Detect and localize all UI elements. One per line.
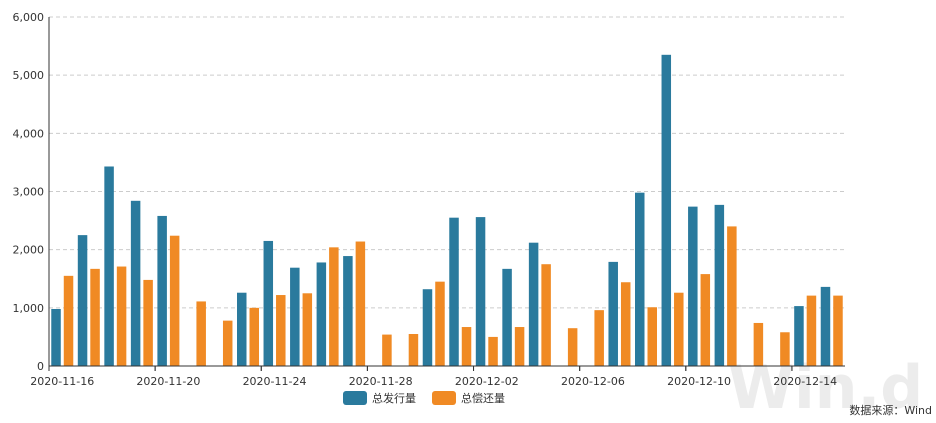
source-label: 数据来源：Wind <box>849 403 932 417</box>
bar-repayment <box>276 295 286 366</box>
bar-issuance <box>290 267 300 366</box>
bar-issuance <box>688 206 698 366</box>
bar-repayment <box>143 279 153 366</box>
x-tick-label: 2020-11-16 <box>30 375 94 388</box>
bar-issuance <box>316 262 327 366</box>
x-tick-label: 2020-12-10 <box>667 375 731 388</box>
bar-issuance <box>608 261 618 366</box>
bar-repayment <box>541 264 551 366</box>
bar-repayment <box>700 274 711 366</box>
bar-repayment <box>647 307 657 366</box>
gridlines <box>49 16 845 309</box>
bar-issuance <box>157 215 167 366</box>
bar-repayment <box>780 332 790 366</box>
bar-issuance <box>237 292 247 366</box>
bar-repayment <box>63 275 74 366</box>
bar-issuance <box>475 217 486 366</box>
legend-swatch-repayment <box>432 391 456 405</box>
y-tick-label: 6,000 <box>13 11 45 24</box>
y-tick-label: 1,000 <box>13 302 45 315</box>
bar-issuance <box>820 286 831 366</box>
bar-repayment <box>90 268 100 366</box>
bar-repayment <box>169 235 180 366</box>
bars <box>51 54 843 366</box>
bar-issuance <box>130 200 141 366</box>
x-tick-label: 2020-12-06 <box>561 375 625 388</box>
x-tick-label: 2020-11-20 <box>136 375 200 388</box>
bar-issuance <box>661 54 672 366</box>
bar-repayment <box>196 301 206 366</box>
bar-repayment <box>594 310 604 366</box>
bar-issuance <box>422 289 433 366</box>
y-tick-label: 3,000 <box>13 186 45 199</box>
x-tick-label: 2020-11-24 <box>243 375 307 388</box>
bar-issuance <box>51 308 61 366</box>
bar-issuance <box>263 240 274 366</box>
x-tick-label: 2020-11-28 <box>349 375 413 388</box>
bar-repayment <box>329 247 339 366</box>
bar-repayment <box>222 320 233 366</box>
bar-issuance <box>343 256 353 366</box>
y-tick-label: 2,000 <box>13 244 45 257</box>
bar-repayment <box>727 226 737 366</box>
bar-repayment <box>382 334 392 366</box>
bar-repayment <box>833 295 843 366</box>
bar-repayment <box>249 307 259 366</box>
axes: 0 1,000 2,000 3,000 4,000 5,000 6,000 2020-11-1… <box>13 11 845 388</box>
bar-repayment <box>620 282 631 366</box>
y-tick-label: 5,000 <box>13 69 45 82</box>
bar-issuance <box>449 217 459 366</box>
legend-swatch-issuance <box>343 391 367 405</box>
bar-repayment <box>567 328 578 366</box>
y-tick-label: 0 <box>37 360 44 373</box>
bar-repayment <box>488 336 498 366</box>
bar-repayment <box>753 322 764 366</box>
bar-repayment <box>806 295 817 366</box>
legend: 总发行量 总偿还量 <box>343 391 505 405</box>
bar-repayment <box>116 266 127 366</box>
bar-issuance <box>635 192 645 366</box>
bar-issuance <box>714 204 725 366</box>
bar-issuance <box>104 166 114 366</box>
bar-issuance <box>77 235 88 366</box>
x-tick-label: 2020-12-02 <box>455 375 519 388</box>
bar-issuance <box>502 268 512 366</box>
bar-repayment <box>302 293 313 366</box>
bar-repayment <box>674 292 684 366</box>
bar-repayment <box>461 327 472 366</box>
bar-issuance <box>528 242 539 366</box>
bar-repayment <box>355 241 366 366</box>
bar-issuance <box>794 306 804 366</box>
legend-label-repayment: 总偿还量 <box>461 391 505 405</box>
bar-repayment <box>514 327 525 366</box>
x-tick-label: 2020-12-14 <box>773 375 837 388</box>
bar-repayment <box>435 281 445 366</box>
legend-label-issuance: 总发行量 <box>372 391 416 405</box>
bar-repayment <box>408 334 419 366</box>
y-tick-label: 4,000 <box>13 127 45 140</box>
